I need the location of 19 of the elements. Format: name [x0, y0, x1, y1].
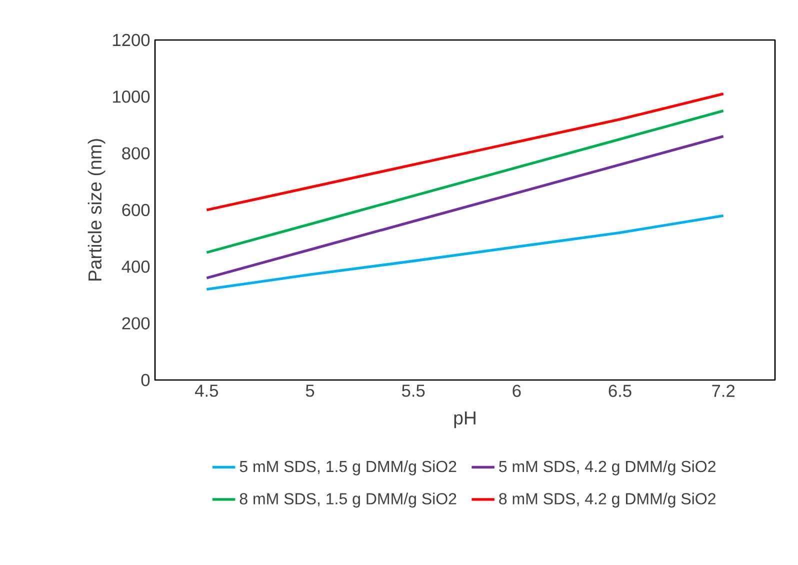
- x-tick-label: 6: [512, 384, 521, 397]
- x-tick-label: 4.5: [195, 384, 218, 397]
- legend-label: 5 mM SDS, 4.2 g DMM/g SiO2: [499, 460, 716, 476]
- legend-label: 8 mM SDS, 4.2 g DMM/g SiO2: [499, 492, 716, 508]
- legend-label: 5 mM SDS, 1.5 g DMM/g SiO2: [240, 460, 456, 476]
- y-tick-label: 400: [122, 260, 150, 273]
- y-tick-label: 0: [141, 374, 150, 386]
- y-tick-label: 600: [122, 204, 150, 216]
- legend-label: 8 mM SDS, 1.5 g DMM/g SiO2: [240, 492, 456, 508]
- x-tick-label: 5.5: [402, 384, 425, 397]
- x-tick-label: 6.5: [608, 384, 632, 397]
- x-tick-label: 5: [306, 384, 314, 397]
- y-axis-title: Particle size (nm): [88, 139, 106, 281]
- x-axis-title: pH: [454, 411, 476, 428]
- y-tick-label: 800: [122, 147, 150, 160]
- y-tick-label: 1200: [113, 34, 150, 46]
- y-tick-label: 200: [122, 317, 150, 330]
- x-tick-label: 7.2: [712, 384, 735, 397]
- y-tick-label: 1000: [113, 90, 150, 103]
